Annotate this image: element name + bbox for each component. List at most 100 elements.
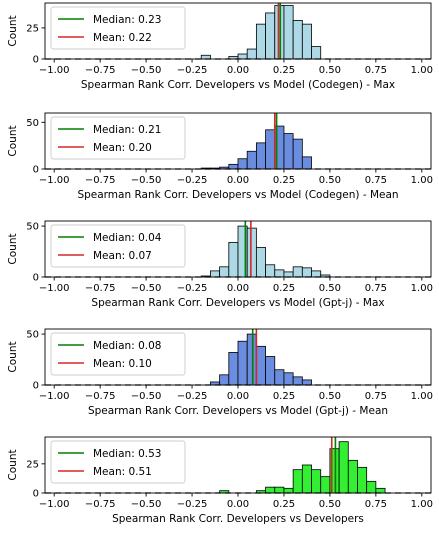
x-tick-label: 0.25 (273, 391, 295, 402)
histogram-bar (265, 12, 276, 60)
chart-panel-5: 0 25 Count −1.00 −0.75 −0.50 −0.25 0.00 0.25 0.50… (7, 436, 433, 525)
x-tick-label: 0.75 (365, 175, 387, 186)
x-tick-label: 1.00 (411, 391, 433, 402)
x-tick-label: 0.75 (365, 65, 387, 76)
y-tick-label: 50 (26, 222, 39, 233)
histogram-bar (301, 379, 312, 386)
x-tick-label: 1.00 (411, 283, 433, 294)
y-tick-label: 0 (33, 55, 39, 66)
histogram-bar (283, 487, 294, 494)
x-tick-label: 0.50 (319, 391, 341, 402)
legend-median-label: Median: 0.08 (93, 340, 161, 352)
x-tick-label: 0.75 (365, 499, 387, 510)
x-tick-label: −1.00 (39, 499, 70, 510)
histogram-bar (301, 23, 312, 60)
x-tick-label: 0.25 (273, 65, 295, 76)
x-axis-label: Spearman Rank Corr. Developers vs Develo… (112, 513, 364, 525)
legend-median-label: Median: 0.53 (93, 448, 161, 460)
x-tick-label: 1.00 (411, 499, 433, 510)
histogram-bar (283, 271, 294, 278)
histogram-bar (255, 142, 266, 170)
x-tick-label: −1.00 (39, 65, 70, 76)
x-axis-label: Spearman Rank Corr. Developers vs Model … (91, 297, 384, 309)
histogram-bar (246, 48, 257, 60)
y-axis-label: Count (7, 125, 19, 156)
legend-box (50, 6, 186, 50)
x-tick-label: −0.75 (85, 499, 116, 510)
histogram-bar (237, 340, 248, 386)
x-tick-label: −0.25 (177, 283, 208, 294)
y-tick-label: 0 (33, 273, 39, 284)
histogram-bar (357, 466, 368, 494)
y-tick-label: 0 (33, 165, 39, 176)
x-tick-label: 0.75 (365, 391, 387, 402)
x-tick-label: 0.25 (273, 499, 295, 510)
chart-panel-1: 0 25 Count −1.00 −0.75 −0.50 −0.25 0.00 0.25 0.50… (7, 2, 433, 91)
histogram-bar (301, 156, 312, 170)
y-tick-label: 0 (33, 489, 39, 500)
histogram-bar (228, 241, 239, 278)
y-axis-label: Count (7, 341, 19, 372)
histogram-bar (283, 133, 294, 170)
y-tick-label: 25 (26, 23, 39, 34)
x-tick-label: 0.25 (273, 175, 295, 186)
x-tick-label: −0.25 (177, 65, 208, 76)
x-tick-label: −0.75 (85, 65, 116, 76)
histogram-bar (375, 487, 386, 494)
x-tick-label: −1.00 (39, 283, 70, 294)
legend-median-label: Median: 0.23 (93, 14, 161, 26)
histogram-bar (255, 345, 266, 386)
x-tick-label: −0.50 (131, 499, 162, 510)
histogram-bar (366, 480, 377, 494)
histogram-bar (246, 150, 257, 170)
histogram-bar (283, 5, 294, 60)
legend-box (50, 332, 186, 376)
x-tick-label: 1.00 (411, 65, 433, 76)
x-tick-label: 0.50 (319, 175, 341, 186)
histogram-bar (292, 138, 303, 170)
histogram-bar (338, 441, 349, 494)
legend-mean-label: Mean: 0.51 (93, 466, 152, 478)
x-tick-label: −1.00 (39, 391, 70, 402)
x-tick-label: −0.25 (177, 175, 208, 186)
histogram-bar (320, 476, 331, 494)
histogram-bar (228, 163, 239, 170)
x-tick-label: 0.00 (227, 391, 249, 402)
histogram-bar (292, 20, 303, 60)
legend-mean-label: Mean: 0.10 (93, 358, 152, 370)
legend-mean-label: Mean: 0.20 (93, 142, 152, 154)
histogram-bar (265, 356, 276, 386)
histogram-bar (301, 464, 312, 494)
x-tick-label: −0.50 (131, 391, 162, 402)
histogram-bar (265, 264, 276, 278)
x-tick-label: −0.25 (177, 499, 208, 510)
histogram-bar (311, 46, 322, 60)
histogram-bar (219, 374, 230, 386)
histogram-bar (219, 266, 230, 278)
x-axis-label: Spearman Rank Corr. Developers vs Model … (77, 189, 398, 201)
histogram-bar (237, 53, 248, 60)
x-tick-label: 0.50 (319, 499, 341, 510)
histogram-bar (274, 269, 285, 278)
y-axis-label: Count (7, 15, 19, 46)
y-tick-label: 25 (26, 459, 39, 470)
legend-box (50, 440, 186, 484)
x-tick-label: 0.50 (319, 65, 341, 76)
y-tick-label: 0 (33, 381, 39, 392)
histogram-bar (246, 227, 257, 278)
legend-box (50, 224, 186, 268)
histogram-bar (265, 129, 276, 170)
x-tick-label: 0.25 (273, 283, 295, 294)
histogram-bar (311, 270, 322, 278)
histogram-bar (301, 267, 312, 278)
x-tick-label: −0.50 (131, 65, 162, 76)
histogram-bar (255, 23, 266, 60)
x-tick-label: 0.50 (319, 283, 341, 294)
histogram-bar (265, 486, 276, 494)
x-tick-label: −0.75 (85, 283, 116, 294)
histogram-bar (283, 372, 294, 386)
histogram-bar (274, 5, 285, 60)
histogram-bar (228, 352, 239, 386)
y-axis-label: Count (7, 449, 19, 480)
